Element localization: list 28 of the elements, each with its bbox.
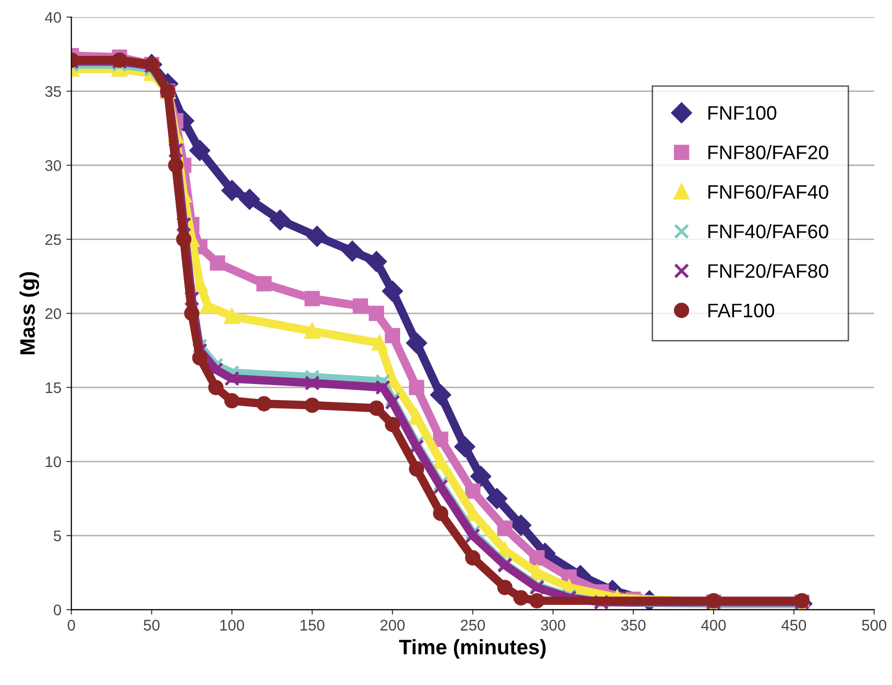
y-tick-label: 15: [46, 382, 61, 394]
y-tick-label: 5: [54, 530, 61, 542]
y-tick-label: 40: [44, 12, 62, 23]
x-tick-label: 100: [220, 620, 244, 631]
x-tick-label: 450: [781, 620, 806, 631]
legend-label: FAF100: [708, 304, 774, 318]
y-tick-label: 20: [45, 308, 62, 320]
x-tick-label: 400: [701, 620, 726, 631]
y-tick-label: 35: [45, 86, 61, 97]
y-axis-title: Mass (g): [20, 272, 40, 354]
x-tick-label: 350: [621, 620, 646, 631]
x-tick-label: 250: [460, 620, 485, 631]
legend-label: FNF40/FAF60: [708, 224, 828, 238]
y-tick-label: 0: [54, 604, 62, 616]
y-tick-label: 10: [46, 456, 62, 468]
x-tick-label: 300: [540, 620, 566, 631]
x-tick-label: 200: [380, 620, 405, 631]
x-tick-label: 150: [300, 620, 324, 631]
legend-label: FNF20/FAF80: [708, 264, 828, 278]
legend-label: FNF100: [708, 106, 776, 120]
legend-label: FNF60/FAF40: [708, 184, 828, 199]
x-tick-label: 50: [144, 620, 160, 631]
x-tick-label: 0: [68, 620, 76, 631]
x-tick-label: 500: [862, 620, 886, 631]
y-tick-label: 30: [45, 160, 62, 171]
legend-label: FNF80/FAF20: [708, 145, 828, 160]
x-axis-title: Time (minutes): [399, 639, 546, 659]
y-tick-label: 25: [45, 234, 61, 246]
